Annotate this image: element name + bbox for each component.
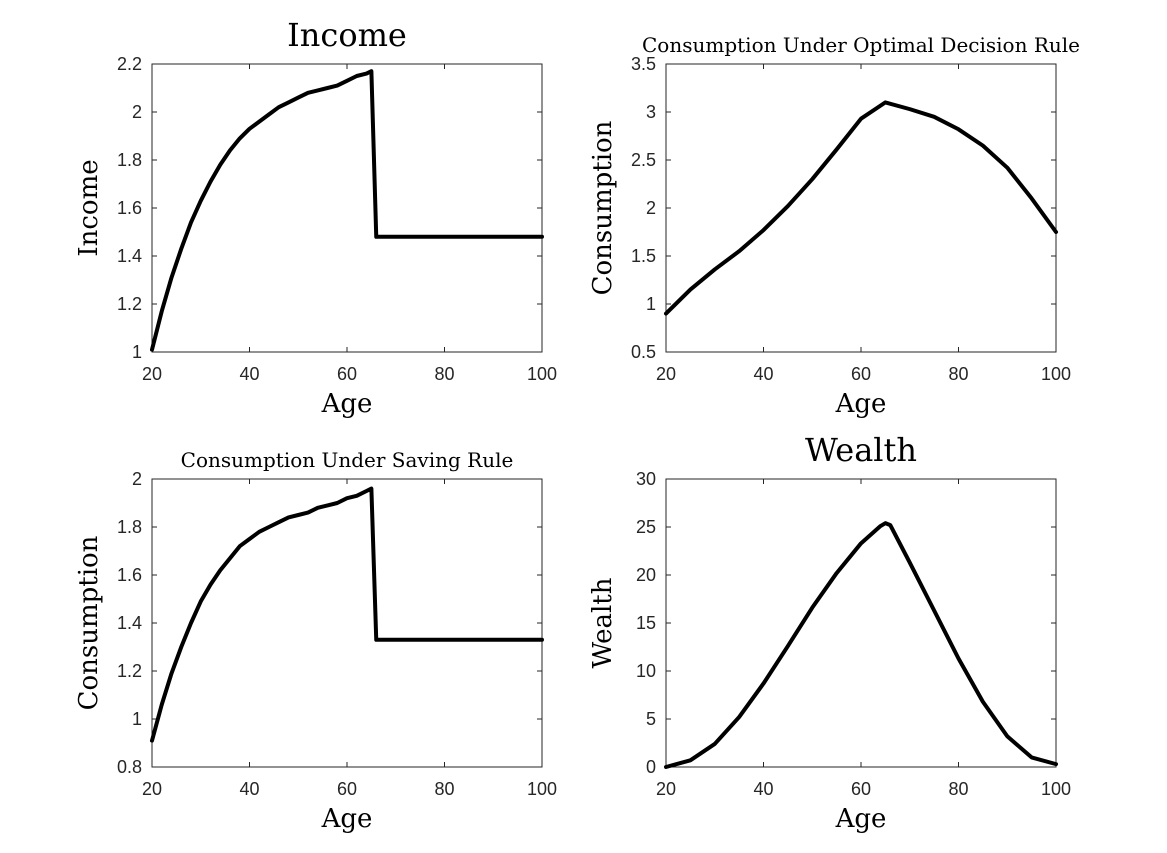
y-tick-label: 25 [636,517,656,537]
subplot-consumption-under-saving-rule: 20 40 60 80 100 0.8 1 1.2 1.4 1.6 1.8 2 Consumption … [74,448,557,834]
series-line-income [150,69,544,352]
y-tick-label: 1.4 [117,246,142,266]
y-tick-label: 0.5 [631,342,656,362]
series-line-consumption-under-saving-rule [150,486,544,743]
y-tick-label: 3 [646,102,656,122]
chart-title: Consumption Under Optimal Decision Rule [642,33,1080,57]
y-tick-label: 1.8 [117,150,142,170]
x-tick-label: 60 [851,779,871,799]
y-tick-label: 2 [646,198,656,218]
x-tick-label: 100 [1041,364,1071,384]
x-tick-label: 40 [239,779,259,799]
y-tick-label: 5 [646,709,656,729]
x-tick-label: 40 [753,364,773,384]
x-tick-label: 80 [434,779,454,799]
x-axis-label: Age [321,389,373,419]
x-axis-label: Age [835,389,887,419]
x-tick-label: 40 [239,364,259,384]
series-line-consumption-under-optimal-decision-rule [664,100,1058,316]
chart-title: Consumption Under Saving Rule [181,448,514,472]
x-tick-label: 80 [948,779,968,799]
y-tick-label: 0 [646,757,656,777]
y-tick-label: 1.8 [117,517,142,537]
y-tick-label: 1 [646,294,656,314]
y-tick-label: 10 [636,661,656,681]
y-tick-label: 2.2 [117,54,142,74]
x-tick-label: 60 [851,364,871,384]
y-tick-label: 0.8 [117,757,142,777]
y-tick-label: 1.6 [117,198,142,218]
x-tick-label: 40 [753,779,773,799]
x-tick-label: 60 [337,364,357,384]
y-tick-label: 3.5 [631,54,656,74]
chart-title: Income [287,16,407,54]
x-tick-label: 20 [142,364,162,384]
y-tick-label: 2 [132,102,142,122]
x-tick-label: 60 [337,779,357,799]
y-tick-label: 1.2 [117,294,142,314]
x-tick-label: 20 [142,779,162,799]
y-axis-label: Consumption [74,535,104,710]
y-tick-label: 15 [636,613,656,633]
x-tick-label: 20 [656,779,676,799]
y-tick-label: 1.6 [117,565,142,585]
series-line-wealth [664,521,1058,769]
x-tick-label: 80 [434,364,454,384]
y-tick-label: 30 [636,469,656,489]
subplot-income: 20 40 60 80 100 1 1.2 1.4 1.6 1.8 2 2.2 Income Age Inc… [74,16,557,419]
y-tick-label: 2.5 [631,150,656,170]
y-axis-label: Income [74,159,104,256]
x-axis-label: Age [835,804,887,834]
y-axis-label: Wealth [588,577,618,668]
x-axis-label: Age [321,804,373,834]
y-tick-label: 1.4 [117,613,142,633]
y-tick-label: 1.5 [631,246,656,266]
x-tick-label: 100 [527,364,557,384]
y-tick-label: 2 [132,469,142,489]
y-axis-label: Consumption [588,120,618,295]
x-tick-label: 100 [527,779,557,799]
y-tick-label: 1 [132,342,142,362]
y-tick-label: 20 [636,565,656,585]
y-tick-label: 1.2 [117,661,142,681]
x-tick-label: 100 [1041,779,1071,799]
y-tick-label: 1 [132,709,142,729]
chart-title: Wealth [805,431,917,469]
subplot-wealth: 20 40 60 80 100 0 5 10 15 20 25 30 Wealth Age Wealth [588,431,1071,834]
x-tick-label: 20 [656,364,676,384]
x-tick-label: 80 [948,364,968,384]
